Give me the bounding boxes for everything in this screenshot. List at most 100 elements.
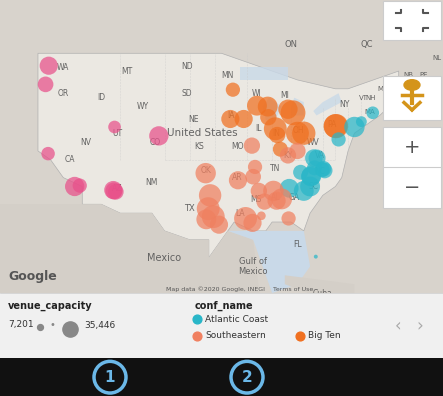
Point xyxy=(194,333,201,339)
Circle shape xyxy=(231,361,263,393)
Point xyxy=(273,198,280,204)
Point xyxy=(286,185,293,191)
Polygon shape xyxy=(241,67,288,80)
Circle shape xyxy=(404,80,420,90)
Text: MT: MT xyxy=(121,67,132,76)
Point xyxy=(249,173,256,180)
Point xyxy=(333,123,340,129)
Point xyxy=(203,216,210,223)
Text: ID: ID xyxy=(97,93,105,102)
Text: ‹: ‹ xyxy=(395,318,401,336)
Text: WA: WA xyxy=(57,63,70,72)
Point xyxy=(297,169,304,175)
Text: Mexico: Mexico xyxy=(148,253,182,263)
Text: United States: United States xyxy=(167,128,238,138)
Text: FL: FL xyxy=(293,240,302,249)
Text: Google: Google xyxy=(9,270,58,283)
Text: AR: AR xyxy=(232,173,243,182)
Point xyxy=(45,63,52,69)
Polygon shape xyxy=(0,0,443,293)
Point xyxy=(194,316,201,322)
Point xyxy=(351,124,358,130)
Polygon shape xyxy=(291,98,304,116)
Point xyxy=(110,188,117,194)
Point xyxy=(242,215,249,222)
Point xyxy=(335,136,342,143)
Polygon shape xyxy=(263,98,282,120)
Text: NY: NY xyxy=(340,100,350,109)
Point xyxy=(110,187,117,193)
Text: MI: MI xyxy=(280,91,289,101)
Point xyxy=(252,164,259,170)
Point xyxy=(311,155,318,161)
Text: Gulf of
Mexico: Gulf of Mexico xyxy=(238,257,268,276)
Point xyxy=(45,150,52,157)
Point xyxy=(296,333,303,339)
Polygon shape xyxy=(209,231,310,293)
Text: OK: OK xyxy=(200,166,211,175)
Point xyxy=(210,213,217,220)
Polygon shape xyxy=(0,204,443,396)
Text: KS: KS xyxy=(194,142,204,151)
Point xyxy=(249,220,256,226)
Text: PA: PA xyxy=(327,120,337,129)
Text: CO: CO xyxy=(149,137,161,147)
Text: NB: NB xyxy=(403,72,413,78)
Text: ND: ND xyxy=(181,62,193,71)
Text: SC: SC xyxy=(308,182,318,191)
Text: conf_name: conf_name xyxy=(195,301,254,311)
Point xyxy=(300,188,307,194)
Point xyxy=(234,177,241,183)
Text: Southeastern: Southeastern xyxy=(205,331,266,341)
Text: +: + xyxy=(404,139,420,158)
Point xyxy=(215,221,222,228)
Point xyxy=(229,86,237,93)
Text: Puerto: Puerto xyxy=(387,318,410,324)
Point xyxy=(42,81,49,88)
Text: NE: NE xyxy=(188,115,198,124)
Point xyxy=(71,183,78,190)
Polygon shape xyxy=(38,53,399,257)
Text: NC: NC xyxy=(314,167,325,176)
Text: ON: ON xyxy=(284,40,298,49)
Text: WY: WY xyxy=(136,102,148,111)
Text: UT: UT xyxy=(112,129,122,138)
Text: PE: PE xyxy=(420,72,428,78)
Circle shape xyxy=(94,361,126,393)
Text: Atlantic Coast: Atlantic Coast xyxy=(205,315,268,324)
Text: IN: IN xyxy=(272,129,280,138)
Point xyxy=(320,166,327,172)
Point xyxy=(289,110,296,116)
Point xyxy=(205,206,212,212)
Point xyxy=(265,114,272,120)
Text: NL: NL xyxy=(432,55,441,61)
Point xyxy=(36,324,43,330)
Text: CA: CA xyxy=(64,155,75,164)
Point xyxy=(308,173,315,179)
Text: KY: KY xyxy=(283,151,293,160)
Point xyxy=(369,110,376,116)
Point xyxy=(255,188,262,194)
Text: •: • xyxy=(49,320,55,330)
Point xyxy=(206,192,214,198)
Point xyxy=(314,155,321,161)
Text: WI: WI xyxy=(252,89,261,98)
Text: 1: 1 xyxy=(105,370,115,385)
Text: MS: MS xyxy=(251,195,262,204)
Point xyxy=(112,188,119,195)
Text: IA: IA xyxy=(227,111,235,120)
Text: 7,201: 7,201 xyxy=(8,320,34,329)
Point xyxy=(307,173,314,180)
Text: GA: GA xyxy=(289,192,300,202)
Point xyxy=(155,133,163,139)
Point xyxy=(311,165,318,171)
Point xyxy=(284,152,291,158)
Text: Map data ©2020 Google, INEGI    Terms of Use: Map data ©2020 Google, INEGI Terms of Us… xyxy=(166,286,313,291)
Point xyxy=(66,326,74,332)
Point xyxy=(312,253,319,260)
Point xyxy=(249,143,256,149)
Point xyxy=(300,130,307,136)
Text: venue_capacity: venue_capacity xyxy=(8,301,93,311)
Text: WV: WV xyxy=(307,137,320,147)
Text: Big Ten: Big Ten xyxy=(308,331,341,341)
